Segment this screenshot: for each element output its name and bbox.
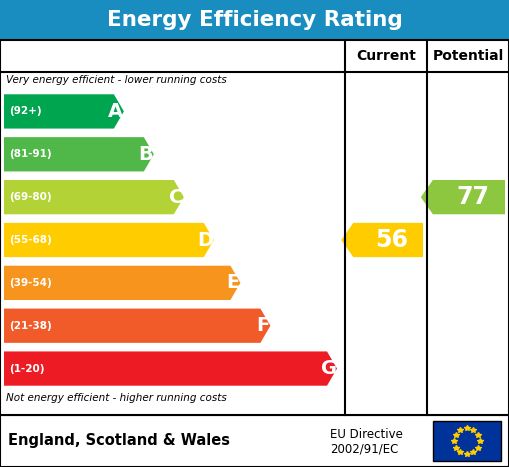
- Text: G: G: [321, 359, 337, 378]
- Text: B: B: [138, 145, 153, 164]
- Text: D: D: [197, 231, 214, 249]
- Text: F: F: [256, 316, 269, 335]
- Text: (69-80): (69-80): [9, 192, 51, 202]
- Bar: [0, 40, 509, 415]
- Polygon shape: [342, 223, 423, 257]
- Text: Current: Current: [356, 49, 416, 63]
- Polygon shape: [4, 309, 270, 343]
- Polygon shape: [4, 137, 154, 171]
- Text: (1-20): (1-20): [9, 364, 44, 374]
- Text: EU Directive: EU Directive: [330, 427, 403, 440]
- Polygon shape: [4, 180, 184, 214]
- Polygon shape: [4, 223, 214, 257]
- Text: Potential: Potential: [432, 49, 503, 63]
- Text: Energy Efficiency Rating: Energy Efficiency Rating: [106, 10, 403, 30]
- Polygon shape: [4, 94, 124, 128]
- Text: (55-68): (55-68): [9, 235, 52, 245]
- Text: 2002/91/EC: 2002/91/EC: [330, 443, 399, 455]
- Text: England, Scotland & Wales: England, Scotland & Wales: [8, 433, 230, 448]
- Text: A: A: [108, 102, 124, 121]
- Text: E: E: [226, 273, 239, 292]
- Text: Not energy efficient - higher running costs: Not energy efficient - higher running co…: [6, 393, 227, 403]
- Text: (21-38): (21-38): [9, 321, 52, 331]
- Bar: [433, 421, 501, 461]
- Polygon shape: [4, 352, 337, 386]
- Polygon shape: [4, 266, 240, 300]
- Bar: [0, 415, 509, 467]
- Text: C: C: [168, 188, 183, 206]
- Text: (39-54): (39-54): [9, 278, 52, 288]
- Polygon shape: [421, 180, 505, 214]
- Bar: [0, 0, 509, 40]
- Text: (92+): (92+): [9, 106, 42, 116]
- Text: 56: 56: [376, 228, 409, 252]
- Text: Very energy efficient - lower running costs: Very energy efficient - lower running co…: [6, 75, 227, 85]
- Text: (81-91): (81-91): [9, 149, 51, 159]
- Text: 77: 77: [457, 185, 490, 209]
